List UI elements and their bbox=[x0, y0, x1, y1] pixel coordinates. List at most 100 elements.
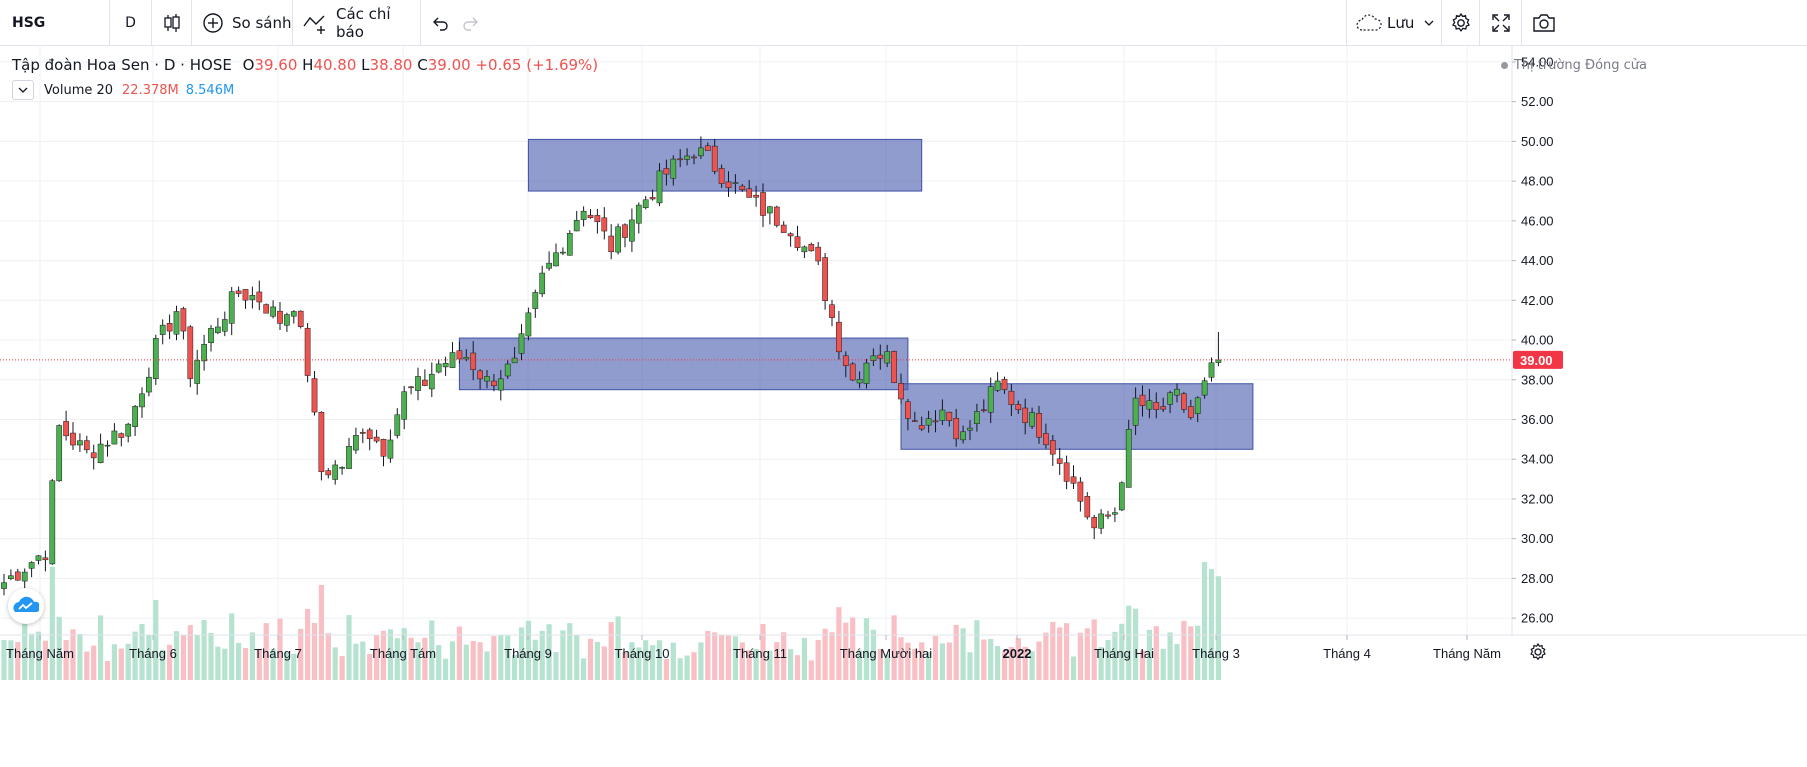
top-toolbar: HSG D So sánh Các chỉ báo Lưu bbox=[0, 0, 1807, 46]
candle-body bbox=[332, 464, 339, 480]
volume-value: 22.378M bbox=[122, 82, 179, 98]
candle-body bbox=[987, 386, 994, 413]
volume-bar bbox=[443, 658, 449, 680]
candle-body bbox=[1160, 406, 1167, 410]
compare-button[interactable]: So sánh bbox=[192, 0, 293, 46]
interval-button[interactable]: D bbox=[110, 0, 152, 46]
candle-body bbox=[1208, 362, 1215, 378]
candle-body bbox=[422, 379, 428, 386]
candle-body bbox=[656, 170, 663, 204]
price-axis bbox=[1512, 46, 1807, 636]
candle-body bbox=[1118, 482, 1125, 511]
candle-body bbox=[277, 310, 283, 324]
candle-body bbox=[318, 412, 325, 473]
compare-label: So sánh bbox=[232, 14, 292, 32]
volume-bar bbox=[753, 648, 759, 680]
candle-body bbox=[1022, 407, 1029, 424]
candle-body bbox=[939, 409, 946, 421]
low-key: L bbox=[361, 56, 370, 74]
volume-bar bbox=[8, 640, 14, 680]
candle-body bbox=[967, 427, 973, 431]
redo-button[interactable] bbox=[456, 0, 486, 46]
candle-body bbox=[235, 290, 242, 294]
rectangle-zone bbox=[527, 138, 923, 192]
volume-bar bbox=[353, 643, 359, 680]
candle-body bbox=[221, 319, 228, 332]
volume-bar bbox=[339, 656, 345, 680]
legend-interval: D bbox=[163, 56, 176, 74]
price-tick-label: 36.00 bbox=[1521, 412, 1554, 427]
legend-separator: · bbox=[180, 56, 185, 74]
logo-icon[interactable] bbox=[8, 588, 44, 624]
axis-settings-gear-icon[interactable] bbox=[1530, 642, 1546, 661]
save-button[interactable]: Lưu bbox=[1346, 0, 1442, 46]
chart-canvas[interactable]: 54.00 52.00 50.00 48.00 46.00 44.00 42.00 40.00… bbox=[0, 46, 1807, 767]
volume-bar bbox=[380, 630, 387, 680]
volume-bar bbox=[408, 637, 414, 680]
volume-bar bbox=[574, 635, 580, 680]
volume-bar bbox=[891, 615, 897, 680]
collapse-legend-button[interactable] bbox=[12, 80, 34, 100]
candle-body bbox=[297, 310, 304, 327]
volume-bar bbox=[132, 631, 138, 680]
candle-body bbox=[946, 411, 953, 421]
candle-body bbox=[428, 373, 435, 390]
volume-bar bbox=[91, 645, 97, 680]
candle-body bbox=[718, 168, 725, 184]
chart-type-button[interactable] bbox=[152, 0, 192, 46]
interval-label: D bbox=[125, 15, 136, 31]
change-value: +0.65 (+1.69%) bbox=[475, 56, 599, 74]
price-tick-label: 44.00 bbox=[1521, 253, 1554, 268]
candle-body bbox=[477, 370, 483, 380]
volume-bar bbox=[960, 628, 966, 680]
volume-bar bbox=[1070, 656, 1077, 680]
volume-bar bbox=[850, 617, 856, 680]
candle-body bbox=[1, 582, 7, 589]
volume-bar bbox=[1091, 619, 1097, 680]
symbol-search-button[interactable]: HSG bbox=[0, 0, 110, 46]
volume-bar bbox=[1015, 638, 1021, 680]
volume-bar bbox=[311, 622, 318, 680]
candle-body bbox=[1125, 429, 1132, 488]
volume-bar bbox=[180, 635, 186, 680]
last-price-label: 39.00 bbox=[1520, 353, 1553, 368]
volume-bar bbox=[1126, 605, 1132, 680]
indicators-button[interactable]: Các chỉ báo bbox=[293, 0, 421, 46]
price-legend: Tập đoàn Hoa Sen · D · HOSE O39.60 H40.8… bbox=[12, 56, 598, 74]
legend-exchange: HOSE bbox=[189, 56, 232, 74]
volume-bar bbox=[1001, 651, 1008, 680]
cloud-icon bbox=[1355, 14, 1383, 32]
volume-bar bbox=[1181, 620, 1187, 680]
candle-body bbox=[159, 324, 166, 335]
volume-bar bbox=[360, 641, 366, 680]
undo-button[interactable] bbox=[424, 0, 456, 46]
volume-bar bbox=[919, 642, 925, 680]
volume-bar bbox=[1022, 646, 1028, 680]
volume-bar bbox=[767, 650, 773, 680]
volume-bar bbox=[284, 652, 290, 680]
fullscreen-button[interactable] bbox=[1480, 0, 1522, 46]
candle-body bbox=[525, 312, 532, 337]
volume-bar bbox=[967, 652, 973, 680]
candle-body bbox=[622, 224, 628, 238]
settings-button[interactable] bbox=[1442, 0, 1480, 46]
volume-bar bbox=[387, 629, 393, 680]
candle-body bbox=[932, 420, 939, 423]
volume-bar bbox=[863, 618, 870, 680]
volume-bar bbox=[449, 641, 456, 680]
candle-body bbox=[442, 362, 449, 368]
price-tick-label: 30.00 bbox=[1521, 531, 1554, 546]
volume-bar bbox=[587, 638, 594, 680]
volume-bar bbox=[774, 642, 780, 680]
low-value: 38.80 bbox=[369, 56, 413, 74]
candle-body bbox=[449, 352, 456, 368]
volume-bar bbox=[484, 651, 490, 680]
volume-bar bbox=[932, 635, 939, 680]
candle-body bbox=[787, 233, 794, 237]
snapshot-button[interactable] bbox=[1522, 0, 1566, 46]
volume-bar bbox=[374, 634, 380, 680]
candle-body bbox=[1132, 397, 1139, 426]
candle-body bbox=[746, 188, 753, 198]
volume-bar bbox=[1160, 648, 1166, 680]
volume-bar bbox=[518, 627, 525, 680]
